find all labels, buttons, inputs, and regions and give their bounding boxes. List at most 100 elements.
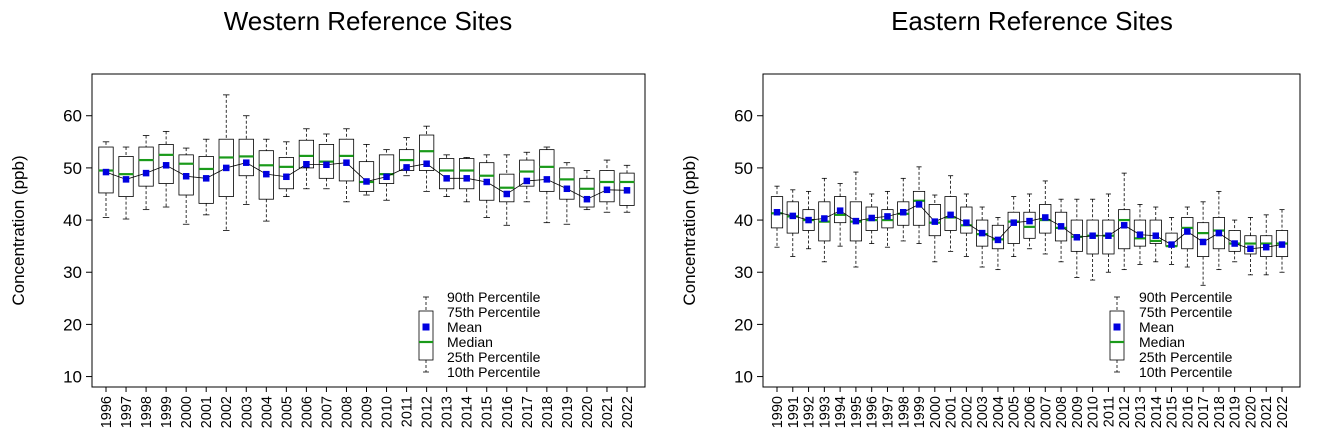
mean-marker [243,159,250,166]
x-tick-label: 1997 [880,396,896,428]
mean-marker [1199,238,1207,246]
x-tick-label: 1991 [786,396,802,428]
legend-box [1109,310,1125,361]
mean-marker [303,160,310,168]
box-iqr [1118,209,1131,250]
x-tick-label: 2003 [975,396,991,428]
x-tick-label: 2009 [1070,396,1086,428]
box-iqr [539,149,555,192]
box-iqr [378,154,395,184]
box-iqr [1007,211,1020,244]
mean-marker [323,161,330,169]
legend-label-p90: 90th Percentile [447,289,541,305]
mean-marker [1184,228,1191,235]
mean-marker [222,164,230,172]
x-tick-label: 2000 [928,396,944,428]
x-tick-label: 2020 [580,396,596,428]
mean-marker [1231,240,1238,247]
mean-marker [900,208,907,216]
x-tick-label: 2012 [420,396,436,428]
mean-marker [915,201,923,208]
x-tick-label: 2014 [1149,396,1165,428]
legend-label-p10: 10th Percentile [1139,364,1233,380]
mean-marker [1278,241,1286,248]
x-tick-label: 2008 [1054,396,1070,428]
legend-label-p75: 75th Percentile [1139,304,1233,320]
legend-label-p10: 10th Percentile [447,364,541,380]
x-tick-label: 2006 [1023,396,1039,428]
mean-marker [1057,223,1065,230]
y-tick-label: 10 [63,368,82,387]
mean-marker [403,164,410,171]
mean-marker [603,186,611,194]
y-tick-label: 40 [63,211,82,230]
x-tick-label: 2021 [1259,396,1275,428]
mean-marker [443,175,450,182]
x-tick-label: 2002 [219,396,235,428]
box-iqr [439,158,455,190]
x-tick-label: 2014 [460,396,476,428]
y-tick-label: 30 [63,263,82,282]
y-tick-label: 50 [63,159,82,178]
x-tick-label: 2004 [991,396,1007,428]
mean-marker [523,177,531,185]
x-tick-label: 2016 [1180,396,1196,428]
box-iqr [419,134,435,171]
x-tick-label: 2020 [1243,396,1259,428]
mean-marker [363,178,370,185]
mean-marker [978,229,986,237]
mean-marker [773,208,781,216]
box-iqr [912,190,926,226]
x-tick-label: 1999 [159,396,175,428]
x-tick-label: 2011 [1101,396,1117,427]
legend-label-p25: 25th Percentile [1139,349,1233,365]
x-tick-label: 2019 [560,396,576,428]
mean-marker [947,211,954,219]
mean-marker [122,176,130,183]
y-axis-label: Concentration (ppb) [9,155,28,305]
mean-marker [789,212,797,220]
legend-label-mean: Mean [447,319,482,335]
legend-mean-marker [1113,323,1121,331]
mean-marker [483,178,490,186]
mean-marker [963,219,970,226]
x-tick-label: 2013 [1133,396,1149,428]
y-tick-label: 40 [734,211,753,230]
box-iqr [599,170,615,203]
mean-marker [1120,222,1128,229]
x-tick-label: 2003 [239,396,255,428]
x-tick-label: 2006 [299,396,315,428]
mean-marker [623,187,631,194]
x-tick-label: 2001 [199,396,215,428]
x-tick-label: 2021 [600,396,616,428]
mean-marker [1073,234,1081,241]
mean-marker [1042,214,1049,221]
legend-label-p90: 90th Percentile [1139,289,1233,305]
mean-marker [805,216,812,224]
mean-marker [931,218,939,225]
box-iqr [298,139,314,169]
plot-frame [762,73,1301,388]
x-tick-label: 2007 [1038,396,1054,428]
y-tick-label: 20 [63,315,82,334]
mean-marker [202,175,210,182]
legend-label-mean: Mean [1139,319,1174,335]
x-tick-label: 2018 [540,396,556,428]
mean-marker [1010,219,1017,226]
mean-marker [263,170,270,178]
legend-label-median: Median [447,334,493,350]
mean-marker [1215,229,1223,237]
mean-marker [343,159,350,166]
mean-marker [162,162,170,169]
chart-title: Eastern Reference Sites [891,6,1173,36]
mean-marker [821,215,828,222]
mean-marker [463,175,470,182]
mean-marker [1136,231,1144,238]
legend-mean-marker [422,323,430,331]
mean-marker [543,176,551,183]
x-tick-label: 1994 [833,396,849,428]
mean-marker [1152,232,1159,239]
mean-marker [503,190,511,198]
eastern-panel: Eastern Reference Sites Concentration (pp… [680,6,1301,428]
